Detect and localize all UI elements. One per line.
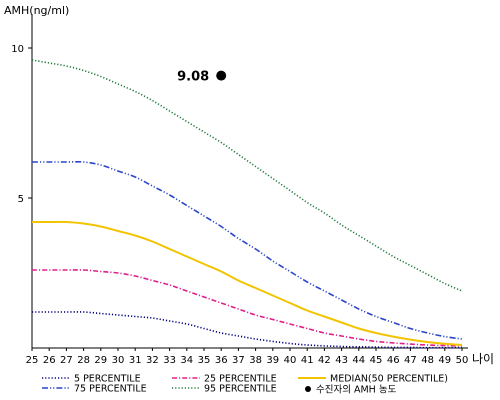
legend-point-label: 수진자의 AMH 농도 xyxy=(316,385,397,396)
data-points: 9.08 xyxy=(177,70,227,85)
x-tick-label: 44 xyxy=(352,355,365,366)
y-tick-label: 5 xyxy=(18,194,24,205)
x-tick-label: 41 xyxy=(301,355,314,366)
series-line-3 xyxy=(32,160,463,340)
legend-label: 25 PERCENTILE xyxy=(204,374,277,385)
y-tick-label: 10 xyxy=(11,44,24,55)
x-tick-label: 37 xyxy=(232,355,245,366)
x-tick-label: 34 xyxy=(180,355,193,366)
patient-amh-point xyxy=(216,70,227,81)
x-tick-label: 30 xyxy=(112,355,125,366)
x-tick-label: 42 xyxy=(318,355,331,366)
series-line-2 xyxy=(32,220,463,346)
x-tick-label: 47 xyxy=(404,355,417,366)
series-line-1 xyxy=(32,269,463,347)
series-lines xyxy=(31,59,463,349)
x-tick-label: 50 xyxy=(456,355,469,366)
x-tick-label: 49 xyxy=(438,355,451,366)
x-tick-label: 46 xyxy=(387,355,400,366)
x-axis-title: 나이 xyxy=(472,352,494,366)
series-line-4 xyxy=(31,59,463,292)
legend-label: 5 PERCENTILE xyxy=(74,374,141,385)
x-tick-label: 38 xyxy=(249,355,262,366)
x-tick-label: 43 xyxy=(335,355,348,366)
x-tick-label: 31 xyxy=(129,355,142,366)
y-axis-title: AMH(ng/ml) xyxy=(4,4,69,17)
x-tick-label: 45 xyxy=(370,355,383,366)
patient-amh-value-label: 9.08 xyxy=(177,70,209,85)
x-tick-label: 29 xyxy=(94,355,107,366)
legend-label: 75 PERCENTILE xyxy=(74,384,147,395)
x-ticks: 25 26 27 28 29 30 31 32 33 34 35 36 37 38 39 40 41 42 43 44… xyxy=(26,348,469,366)
x-tick-label: 40 xyxy=(284,355,297,366)
legend: 5 PERCENTILE 25 PERCENTILE MEDIAN(50 PERCE… xyxy=(42,374,448,396)
x-tick-label: 33 xyxy=(163,355,176,366)
series-line-0 xyxy=(31,311,463,349)
x-tick-label: 27 xyxy=(60,355,73,366)
x-tick-label: 36 xyxy=(215,355,228,366)
legend-label: 95 PERCENTILE xyxy=(204,384,277,395)
y-ticks: 5 10 xyxy=(11,44,32,205)
x-tick-label: 32 xyxy=(146,355,159,366)
x-tick-label: 39 xyxy=(266,355,279,366)
x-tick-label: 48 xyxy=(421,355,434,366)
x-tick-label: 26 xyxy=(43,355,56,366)
legend-label: MEDIAN(50 PERCENTILE) xyxy=(330,374,448,385)
plot-frame xyxy=(31,14,468,349)
x-tick-label: 28 xyxy=(77,355,90,366)
x-tick-label: 25 xyxy=(26,355,39,366)
legend-point-marker xyxy=(305,386,311,392)
x-tick-label: 35 xyxy=(198,355,211,366)
